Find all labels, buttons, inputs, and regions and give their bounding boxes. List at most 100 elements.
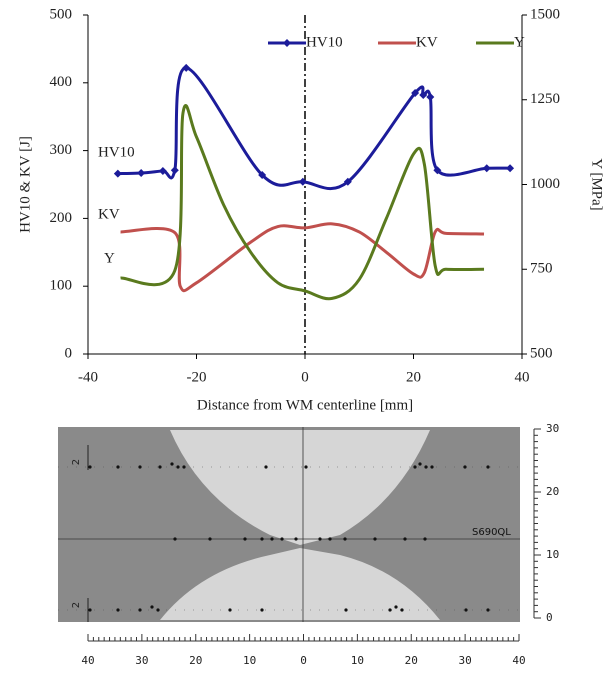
measure-point: [328, 537, 332, 541]
measure-point: [318, 537, 322, 541]
point: [258, 171, 267, 180]
measure-point: [156, 608, 160, 612]
measure-point: [423, 537, 427, 541]
y-tick-label: 0: [65, 345, 73, 361]
y2-tick-label: 1500: [530, 6, 560, 22]
point: [419, 91, 428, 100]
y2-tick-label: 500: [530, 345, 553, 361]
side-mark: 2: [71, 602, 82, 608]
steel-label: S690QL: [472, 527, 511, 538]
y-tick-label: 100: [50, 278, 73, 294]
measure-point: [138, 465, 142, 469]
measure-point: [228, 608, 232, 612]
x-tick-label: 20: [406, 369, 421, 385]
macrograph: 2 2 S690QL: [58, 427, 520, 622]
measure-point: [176, 465, 180, 469]
scale-label: 0: [300, 654, 307, 667]
measure-point: [170, 462, 174, 466]
scale-label: 20: [405, 654, 418, 667]
scale-label: 10: [243, 654, 256, 667]
measure-point: [88, 465, 92, 469]
annotation: Y: [104, 250, 115, 266]
measure-point: [294, 537, 298, 541]
measure-point: [243, 537, 247, 541]
measure-point: [264, 465, 268, 469]
legend-marker: [283, 39, 291, 47]
scale-label: 10: [546, 548, 559, 561]
measure-point: [394, 605, 398, 609]
scale-label: 0: [546, 611, 553, 624]
measure-point: [373, 537, 377, 541]
scale-label: 20: [189, 654, 202, 667]
y-tick-label: 300: [50, 142, 73, 158]
measure-point: [343, 537, 347, 541]
point: [482, 164, 491, 173]
x-axis-label: Distance from WM centerline [mm]: [197, 397, 413, 413]
scale-label: 40: [81, 654, 94, 667]
point: [298, 177, 307, 186]
point: [433, 166, 442, 175]
side-mark: 2: [71, 459, 82, 465]
point: [137, 168, 146, 177]
scale-label: 30: [135, 654, 148, 667]
measure-point: [208, 537, 212, 541]
scale-label: 30: [546, 422, 559, 435]
measure-point: [463, 465, 467, 469]
measure-point: [116, 608, 120, 612]
weld-bottom: [160, 548, 440, 620]
measure-point: [280, 537, 284, 541]
y-tick-label: 200: [50, 210, 73, 226]
series-line: [120, 104, 485, 301]
measure-point: [430, 465, 434, 469]
y-tick-label: 500: [50, 6, 73, 22]
measure-point: [344, 608, 348, 612]
measure-point: [270, 537, 274, 541]
legend-label: Y: [514, 34, 525, 50]
point: [170, 166, 179, 175]
measure-point: [388, 608, 392, 612]
measure-point: [182, 465, 186, 469]
measure-point: [173, 537, 177, 541]
y-tick-label: 400: [50, 74, 73, 90]
y2-tick-label: 1250: [530, 91, 560, 107]
measure-point: [424, 465, 428, 469]
series-line: [120, 222, 485, 293]
point: [426, 93, 435, 102]
point: [182, 63, 191, 72]
scale-label: 20: [546, 485, 559, 498]
measure-point: [116, 465, 120, 469]
x-tick-label: 40: [515, 369, 530, 385]
measure-point: [464, 608, 468, 612]
annotation: HV10: [98, 144, 135, 160]
point: [343, 177, 352, 186]
measure-point: [304, 465, 308, 469]
x-tick-label: -20: [187, 369, 207, 385]
scale-label: 10: [351, 654, 364, 667]
point: [113, 169, 122, 178]
y2-tick-label: 1000: [530, 176, 560, 192]
measure-point: [486, 465, 490, 469]
measure-point: [88, 608, 92, 612]
x-tick-label: -40: [78, 369, 98, 385]
annotation: KV: [98, 206, 120, 222]
measure-point: [158, 465, 162, 469]
series-line: [117, 66, 511, 191]
x-tick-label: 0: [301, 369, 309, 385]
legend-label: KV: [416, 34, 438, 50]
scale-label: 30: [459, 654, 472, 667]
y2-axis-label: Y [MPa]: [589, 158, 605, 210]
measure-point: [403, 537, 407, 541]
measure-point: [486, 608, 490, 612]
scale-label: 40: [512, 654, 525, 667]
point: [506, 164, 515, 173]
point: [158, 166, 167, 175]
measure-point: [138, 608, 142, 612]
measure-point: [418, 462, 422, 466]
legend-label: HV10: [306, 34, 343, 50]
measure-point: [260, 537, 264, 541]
macro-scales: 40 30 20 10 0 10 20 30 40 30 20 10 0: [81, 422, 559, 667]
measure-point: [413, 465, 417, 469]
weld-top: [170, 430, 430, 545]
measure-point: [400, 608, 404, 612]
measure-point: [260, 608, 264, 612]
